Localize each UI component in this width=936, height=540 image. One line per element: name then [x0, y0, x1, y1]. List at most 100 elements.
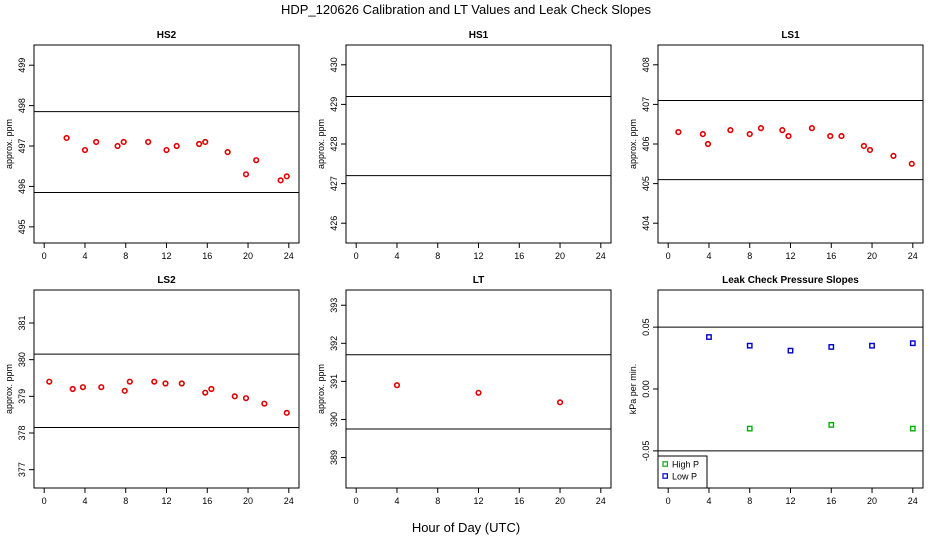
data-point	[202, 138, 209, 146]
y-tick-label: 407	[641, 97, 651, 112]
panel-title: HS2	[157, 30, 177, 41]
data-point	[69, 385, 76, 393]
data-point	[178, 380, 185, 387]
data-point	[81, 146, 89, 154]
x-tick-label: 24	[596, 251, 606, 261]
x-tick-label: 8	[435, 251, 440, 261]
x-tick-label: 20	[555, 496, 565, 506]
y-tick-label: 499	[17, 58, 27, 73]
y-tick-label: 392	[329, 336, 339, 351]
data-point	[162, 380, 169, 387]
plot-frame	[345, 44, 612, 244]
data-point	[746, 342, 753, 349]
y-tick-label: 0.05	[641, 318, 651, 336]
data-point	[283, 173, 290, 180]
data-point	[908, 160, 915, 167]
x-tick-label: 8	[123, 251, 128, 261]
data-point	[838, 132, 845, 140]
data-point	[126, 378, 133, 385]
chart-panel: LT 0 4 8 12 16 20 24 389 390 391 392 393 approx. ppm	[316, 275, 612, 506]
plot-frame	[657, 44, 924, 244]
x-tick-label: 12	[473, 251, 483, 261]
y-tick-label: 393	[329, 298, 339, 313]
chart-panel: HS1 0 4 8 12 16 20 24 426 427 428 429 430 approx. ppm	[316, 30, 612, 261]
x-tick-label: 0	[42, 251, 47, 261]
data-point	[827, 132, 834, 140]
x-tick-label: 8	[435, 496, 440, 506]
x-tick-label: 20	[243, 251, 253, 261]
x-tick-label: 20	[243, 496, 253, 506]
y-tick-label: 430	[329, 57, 339, 72]
x-tick-label: 20	[867, 496, 877, 506]
data-point	[163, 146, 170, 154]
x-tick-label: 8	[747, 251, 752, 261]
x-tick-label: 24	[908, 496, 918, 506]
plot-frame	[345, 289, 612, 489]
plot-frame	[33, 289, 300, 489]
panel-title: LS1	[781, 30, 800, 41]
data-point	[860, 142, 867, 150]
x-tick-label: 20	[555, 251, 565, 261]
plot-frame	[33, 44, 300, 244]
x-tick-label: 16	[514, 496, 524, 506]
data-point	[890, 152, 897, 159]
y-axis-label: kPa per min.	[628, 364, 638, 415]
data-point	[79, 384, 87, 391]
x-tick-label: 12	[785, 251, 795, 261]
data-point	[869, 342, 875, 349]
data-point	[231, 393, 238, 400]
data-point	[196, 140, 203, 148]
panels: HS2 0 4 8 12 16 20 24 495 496 497 498 499 approx. ppm…	[4, 30, 924, 506]
y-axis-label: approx. ppm	[316, 119, 326, 169]
y-tick-label: 377	[17, 462, 27, 477]
data-point	[145, 138, 152, 146]
legend-marker	[662, 473, 669, 479]
y-tick-label: 0.00	[641, 380, 651, 398]
chart-panel: LS2 0 4 8 12 16 20 24 377 378 379 380 381 approx. ppm	[4, 275, 300, 506]
data-point	[727, 127, 734, 134]
data-point	[261, 400, 268, 407]
x-tick-label: 12	[161, 251, 171, 261]
data-point	[785, 132, 792, 140]
y-tick-label: 390	[329, 412, 339, 427]
data-point	[556, 399, 564, 406]
data-point	[283, 409, 290, 416]
data-point	[757, 125, 765, 132]
y-tick-label: 405	[641, 176, 651, 191]
figure-x-axis-label: Hour of Day (UTC)	[412, 520, 520, 535]
panel-title: LS2	[157, 275, 176, 286]
data-point	[277, 177, 284, 184]
y-axis-label: approx. ppm	[4, 119, 14, 169]
x-tick-label: 12	[473, 496, 483, 506]
x-tick-label: 16	[202, 251, 212, 261]
y-tick-label: 379	[17, 389, 27, 404]
y-tick-label: 408	[641, 57, 651, 72]
data-point	[828, 421, 835, 428]
data-point	[46, 378, 53, 385]
x-tick-label: 4	[394, 251, 399, 261]
x-tick-label: 16	[202, 496, 212, 506]
data-point	[866, 146, 874, 154]
x-tick-label: 4	[82, 251, 87, 261]
x-tick-label: 4	[394, 496, 399, 506]
data-point	[63, 134, 70, 142]
x-tick-label: 24	[284, 496, 294, 506]
y-tick-label: 380	[17, 352, 27, 367]
y-tick-label: 428	[329, 136, 339, 151]
x-tick-label: 4	[82, 496, 87, 506]
data-point	[909, 425, 916, 432]
x-tick-label: 4	[706, 251, 711, 261]
data-point	[475, 389, 482, 396]
y-tick-label: 406	[641, 136, 651, 151]
chart-panel: LS1 0 4 8 12 16 20 24 404 405 406 407 408 approx. ppm	[628, 30, 924, 261]
y-tick-label: 378	[17, 425, 27, 440]
panel-title: HS1	[469, 30, 489, 41]
data-point	[675, 129, 682, 136]
data-point	[704, 140, 712, 148]
y-tick-label: 495	[17, 219, 27, 234]
x-tick-label: 24	[596, 496, 606, 506]
data-point	[121, 387, 128, 394]
data-point	[787, 347, 794, 354]
data-point	[909, 340, 916, 347]
